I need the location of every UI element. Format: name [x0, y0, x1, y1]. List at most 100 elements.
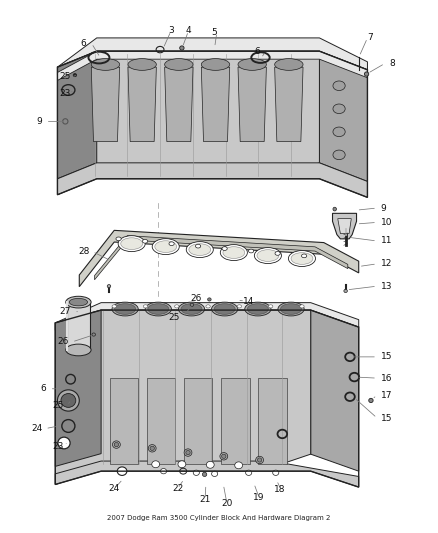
- Ellipse shape: [333, 150, 345, 160]
- Ellipse shape: [222, 454, 226, 458]
- Polygon shape: [338, 219, 351, 233]
- Text: 6: 6: [41, 384, 46, 393]
- Text: 12: 12: [381, 260, 392, 268]
- Polygon shape: [79, 230, 359, 287]
- Ellipse shape: [112, 305, 117, 308]
- Ellipse shape: [155, 241, 177, 253]
- Polygon shape: [95, 236, 348, 280]
- Ellipse shape: [333, 207, 336, 211]
- Ellipse shape: [117, 467, 127, 475]
- Ellipse shape: [238, 59, 266, 70]
- Polygon shape: [57, 38, 367, 75]
- Ellipse shape: [220, 245, 247, 261]
- Text: 5: 5: [212, 28, 218, 37]
- Ellipse shape: [91, 59, 120, 70]
- Ellipse shape: [186, 450, 190, 455]
- Ellipse shape: [268, 305, 273, 308]
- Ellipse shape: [150, 446, 154, 450]
- Text: 18: 18: [274, 485, 286, 494]
- Ellipse shape: [143, 305, 148, 308]
- Ellipse shape: [256, 456, 264, 464]
- Ellipse shape: [181, 304, 202, 314]
- Text: 8: 8: [389, 59, 395, 68]
- Ellipse shape: [222, 247, 227, 251]
- Text: 26: 26: [57, 337, 68, 346]
- Text: 24: 24: [109, 484, 120, 493]
- Ellipse shape: [128, 59, 156, 70]
- Text: 24: 24: [31, 424, 42, 433]
- Ellipse shape: [275, 252, 280, 255]
- Ellipse shape: [212, 302, 238, 316]
- Ellipse shape: [92, 333, 95, 336]
- Text: 28: 28: [79, 247, 90, 256]
- Ellipse shape: [61, 393, 76, 407]
- Text: 7: 7: [367, 34, 373, 43]
- Ellipse shape: [116, 237, 121, 241]
- Ellipse shape: [152, 239, 179, 255]
- Ellipse shape: [206, 462, 214, 469]
- Ellipse shape: [115, 304, 136, 314]
- Ellipse shape: [237, 305, 242, 308]
- Ellipse shape: [275, 59, 303, 70]
- Polygon shape: [238, 67, 266, 142]
- Text: 14: 14: [243, 296, 254, 305]
- Ellipse shape: [212, 471, 218, 477]
- Ellipse shape: [254, 247, 282, 263]
- Polygon shape: [221, 378, 250, 464]
- Ellipse shape: [178, 302, 205, 316]
- Text: 25: 25: [59, 71, 71, 80]
- Ellipse shape: [114, 442, 119, 447]
- Ellipse shape: [281, 304, 301, 314]
- Text: 16: 16: [381, 374, 392, 383]
- Ellipse shape: [364, 72, 369, 76]
- Text: 17: 17: [381, 391, 392, 400]
- Ellipse shape: [223, 247, 245, 259]
- Ellipse shape: [148, 304, 169, 314]
- Polygon shape: [258, 378, 287, 464]
- Ellipse shape: [160, 469, 166, 474]
- Ellipse shape: [121, 238, 143, 249]
- Ellipse shape: [206, 305, 210, 308]
- Ellipse shape: [246, 470, 252, 475]
- Ellipse shape: [66, 344, 91, 356]
- Ellipse shape: [333, 104, 345, 114]
- Ellipse shape: [300, 305, 304, 308]
- Ellipse shape: [113, 441, 120, 448]
- Ellipse shape: [214, 304, 235, 314]
- Text: 2007 Dodge Ram 3500 Cylinder Block And Hardware Diagram 2: 2007 Dodge Ram 3500 Cylinder Block And H…: [107, 514, 331, 521]
- Ellipse shape: [288, 251, 315, 266]
- Ellipse shape: [202, 472, 207, 477]
- Ellipse shape: [184, 449, 192, 456]
- Ellipse shape: [186, 241, 213, 257]
- Ellipse shape: [142, 239, 148, 243]
- Polygon shape: [184, 378, 212, 464]
- Text: 23: 23: [59, 89, 71, 98]
- Text: 4: 4: [186, 27, 191, 36]
- Ellipse shape: [333, 81, 345, 91]
- Ellipse shape: [258, 458, 262, 462]
- Ellipse shape: [195, 244, 201, 248]
- Polygon shape: [55, 310, 101, 466]
- Text: 21: 21: [199, 495, 211, 504]
- Ellipse shape: [201, 59, 230, 70]
- Polygon shape: [128, 67, 156, 142]
- Ellipse shape: [257, 249, 279, 261]
- Polygon shape: [57, 51, 367, 80]
- Polygon shape: [57, 51, 97, 179]
- Text: 26: 26: [190, 294, 201, 303]
- Ellipse shape: [273, 470, 279, 475]
- Text: 23: 23: [53, 442, 64, 451]
- Polygon shape: [110, 378, 138, 464]
- Ellipse shape: [118, 236, 145, 252]
- Polygon shape: [67, 302, 90, 350]
- Ellipse shape: [248, 249, 254, 253]
- Polygon shape: [55, 461, 359, 487]
- Ellipse shape: [152, 461, 159, 468]
- Text: 11: 11: [381, 237, 392, 246]
- Polygon shape: [55, 310, 311, 484]
- Text: 27: 27: [59, 307, 71, 316]
- Ellipse shape: [190, 303, 194, 306]
- Text: 22: 22: [172, 484, 183, 493]
- Ellipse shape: [369, 398, 373, 402]
- Text: 9: 9: [36, 117, 42, 126]
